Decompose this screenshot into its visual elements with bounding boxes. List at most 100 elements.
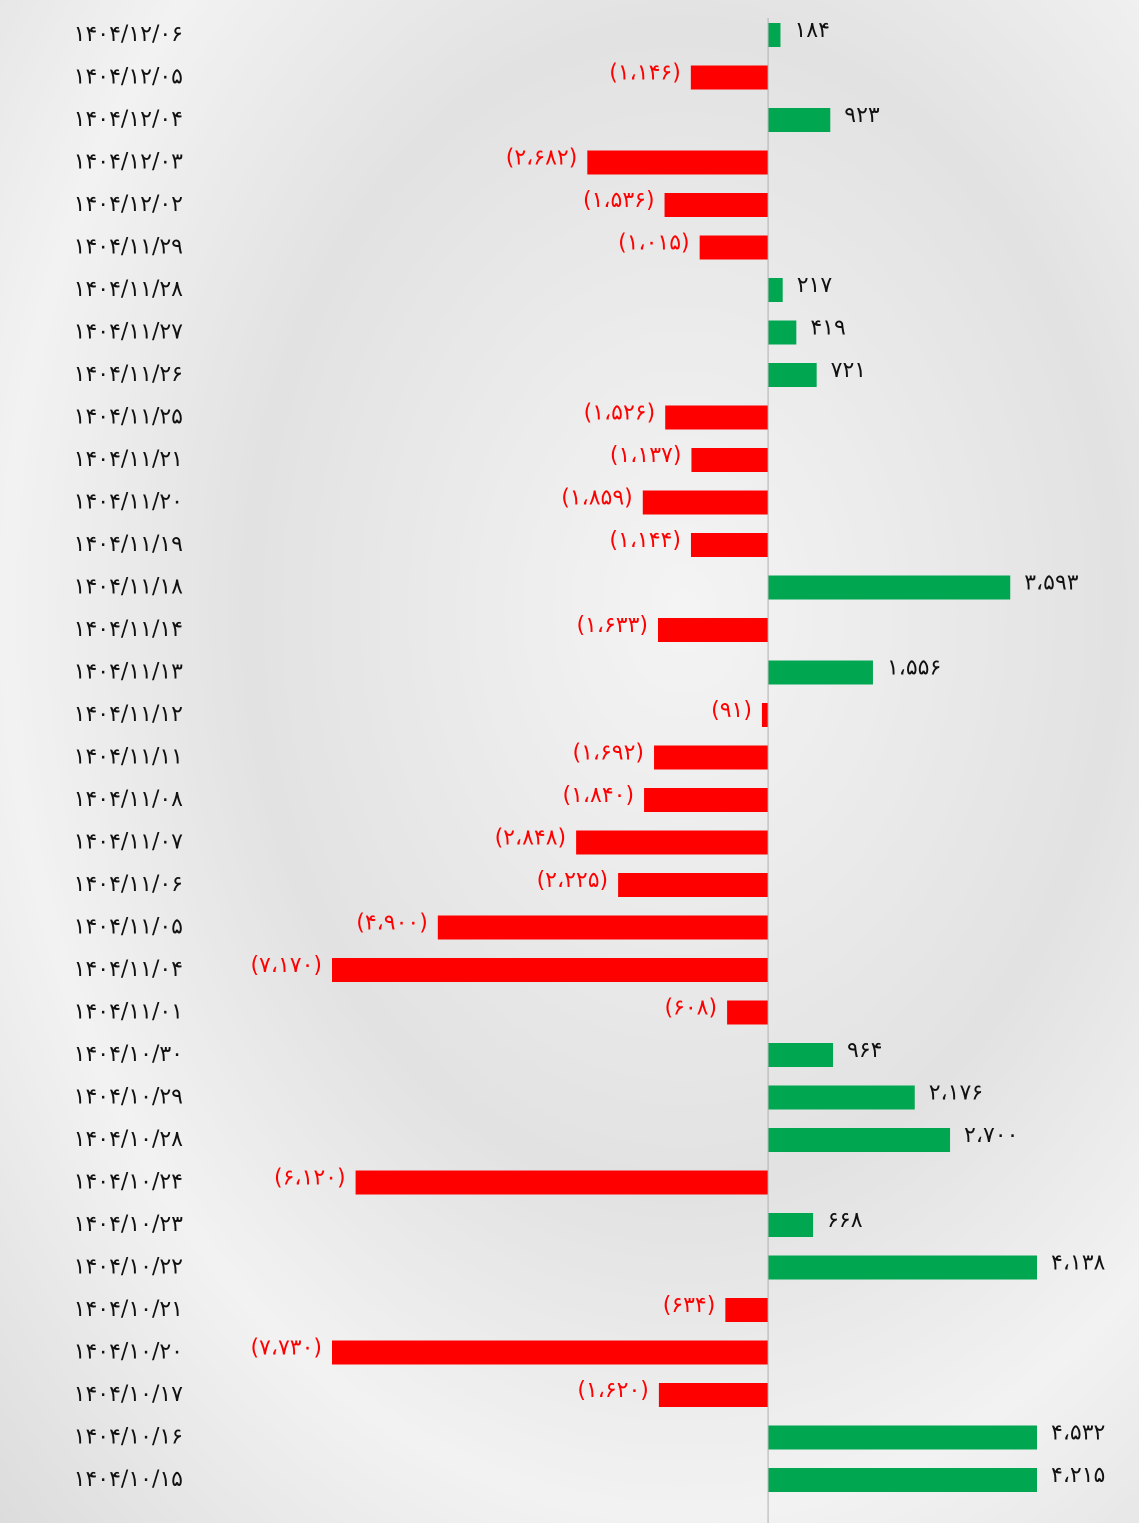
y-tick-label: ۱۴۰۴/۱۰/۲۳ bbox=[74, 1212, 184, 1237]
value-label: ۹۶۴ bbox=[847, 1038, 882, 1063]
page: ۱۴۰۴/۱۲/۰۶ ۱۸۴ ۱۴۰۴/۱۲/۰۵ (۱،۱۴۶) ۱۴۰۴/۱۲/۰۴… bbox=[0, 0, 1139, 1523]
y-tick-label: ۱۴۰۴/۱۰/۲۲ bbox=[74, 1255, 183, 1280]
value-label: ۱۸۴ bbox=[794, 18, 829, 43]
y-tick-label: ۱۴۰۴/۱۱/۱۴ bbox=[74, 617, 183, 642]
value-label: ۹۲۳ bbox=[844, 103, 880, 128]
y-tick-label: ۱۴۰۴/۱۱/۲۷ bbox=[74, 320, 184, 345]
value-label: ۷۲۱ bbox=[831, 358, 866, 383]
value-label: (۱،۱۳۷) bbox=[610, 443, 682, 468]
bar bbox=[725, 1298, 768, 1322]
bar bbox=[659, 1383, 768, 1407]
y-tick-label: ۱۴۰۴/۱۱/۰۷ bbox=[74, 830, 184, 855]
value-label: (۲،۸۴۸) bbox=[495, 826, 567, 851]
bar bbox=[665, 406, 768, 430]
y-tick-label: ۱۴۰۴/۱۲/۰۳ bbox=[74, 150, 184, 175]
y-tick-label: ۱۴۰۴/۱۰/۲۴ bbox=[74, 1170, 183, 1195]
bar bbox=[768, 23, 780, 47]
bar bbox=[768, 1213, 813, 1237]
bar bbox=[768, 1426, 1073, 1450]
y-tick-label: ۱۴۰۴/۱۱/۲۰ bbox=[74, 490, 183, 515]
y-tick-label: ۱۴۰۴/۱۱/۲۵ bbox=[74, 405, 183, 430]
bar bbox=[644, 788, 768, 812]
bar bbox=[768, 661, 873, 685]
bar bbox=[654, 746, 768, 770]
bar bbox=[768, 1043, 833, 1067]
y-tick-label: ۱۴۰۴/۱۱/۱۲ bbox=[74, 702, 183, 727]
y-tick-label: ۱۴۰۴/۱۰/۱۵ bbox=[74, 1467, 183, 1492]
value-label: (۱،۵۲۶) bbox=[584, 401, 656, 426]
y-tick-label: ۱۴۰۴/۱۱/۲۶ bbox=[74, 362, 183, 387]
y-tick-label: ۱۴۰۴/۱۰/۳۰ bbox=[74, 1042, 183, 1067]
value-label: (۱،۸۵۹) bbox=[561, 486, 633, 511]
y-tick-label: ۱۴۰۴/۱۱/۰۱ bbox=[74, 1000, 183, 1025]
bar bbox=[768, 1086, 915, 1110]
bar bbox=[691, 533, 768, 557]
bar bbox=[285, 958, 768, 982]
bar bbox=[768, 1256, 1047, 1280]
value-label: ۴،۵۳۲ bbox=[1051, 1421, 1105, 1446]
bar bbox=[691, 66, 768, 90]
bar bbox=[658, 618, 768, 642]
value-label: ۲،۷۰۰ bbox=[964, 1123, 1018, 1148]
value-label: ۴،۲۱۵ bbox=[1051, 1463, 1105, 1488]
y-tick-label: ۱۴۰۴/۱۱/۰۸ bbox=[74, 787, 184, 812]
value-label: ۲،۱۷۶ bbox=[929, 1081, 983, 1106]
bar bbox=[700, 236, 768, 260]
value-label: ۲۱۷ bbox=[797, 273, 833, 298]
y-tick-label: ۱۴۰۴/۱۱/۲۹ bbox=[74, 235, 183, 260]
y-tick-label: ۱۴۰۴/۱۲/۰۵ bbox=[74, 65, 183, 90]
value-label: ۴،۱۳۸ bbox=[1051, 1251, 1106, 1276]
y-tick-label: ۱۴۰۴/۱۱/۰۴ bbox=[74, 957, 183, 982]
value-label: (۱،۱۴۶) bbox=[609, 61, 681, 86]
value-label: (۱،۵۳۶) bbox=[583, 188, 655, 213]
value-label: (۷،۱۷۰) bbox=[250, 953, 322, 978]
bar bbox=[768, 278, 783, 302]
value-label: (۱،۶۹۲) bbox=[572, 741, 644, 766]
bar bbox=[762, 703, 768, 727]
y-tick-label: ۱۴۰۴/۱۲/۰۴ bbox=[74, 107, 183, 132]
y-tick-label: ۱۴۰۴/۱۰/۲۱ bbox=[74, 1297, 183, 1322]
value-label: (۷،۷۳۰) bbox=[250, 1336, 322, 1361]
value-label: (۶۰۸) bbox=[664, 996, 717, 1021]
chart: ۱۴۰۴/۱۲/۰۶ ۱۸۴ ۱۴۰۴/۱۲/۰۵ (۱،۱۴۶) ۱۴۰۴/۱۲/۰۴… bbox=[0, 0, 1139, 1523]
value-label: (۴،۹۰۰) bbox=[356, 911, 428, 936]
bar bbox=[727, 1001, 768, 1025]
y-tick-label: ۱۴۰۴/۱۰/۲۰ bbox=[74, 1340, 183, 1365]
value-label: ۶۶۸ bbox=[827, 1208, 863, 1233]
y-tick-label: ۱۴۰۴/۱۱/۲۸ bbox=[74, 277, 184, 302]
bar bbox=[643, 491, 768, 515]
value-label: ۴۱۹ bbox=[810, 316, 845, 341]
value-label: (۱،۸۴۰) bbox=[563, 783, 635, 808]
bar bbox=[768, 1128, 950, 1152]
value-label: (۲،۲۲۵) bbox=[537, 868, 609, 893]
y-tick-label: ۱۴۰۴/۱۱/۱۸ bbox=[74, 575, 184, 600]
value-label: ۱،۵۵۶ bbox=[887, 656, 941, 681]
bar bbox=[768, 1468, 1052, 1492]
bar bbox=[438, 916, 768, 940]
y-tick-label: ۱۴۰۴/۱۱/۱۳ bbox=[74, 660, 184, 685]
bar bbox=[576, 831, 768, 855]
y-tick-label: ۱۴۰۴/۱۱/۰۶ bbox=[74, 872, 183, 897]
value-label: (۱،۱۴۴) bbox=[609, 528, 681, 553]
bar bbox=[768, 321, 796, 345]
y-tick-label: ۱۴۰۴/۱۱/۰۵ bbox=[74, 915, 183, 940]
value-label: (۱،۶۲۰) bbox=[577, 1378, 649, 1403]
value-label: (۱،۶۳۳) bbox=[576, 613, 648, 638]
y-tick-label: ۱۴۰۴/۱۲/۰۶ bbox=[74, 22, 183, 47]
bar bbox=[768, 363, 817, 387]
bar bbox=[768, 108, 830, 132]
y-tick-label: ۱۴۰۴/۱۰/۱۷ bbox=[74, 1382, 184, 1407]
bar bbox=[587, 151, 768, 175]
value-label: (۲،۶۸۲) bbox=[506, 146, 578, 171]
y-tick-label: ۱۴۰۴/۱۰/۲۸ bbox=[74, 1127, 184, 1152]
y-tick-label: ۱۴۰۴/۱۱/۲۱ bbox=[74, 447, 183, 472]
value-label: (۹۱) bbox=[711, 698, 752, 723]
bar bbox=[356, 1171, 768, 1195]
value-label: ۳،۵۹۳ bbox=[1024, 571, 1079, 596]
value-label: (۶۳۴) bbox=[663, 1293, 716, 1318]
bar bbox=[691, 448, 768, 472]
bar bbox=[665, 193, 769, 217]
value-label: (۱،۰۱۵) bbox=[618, 231, 690, 256]
y-tick-label: ۱۴۰۴/۱۰/۲۹ bbox=[74, 1085, 183, 1110]
y-tick-label: ۱۴۰۴/۱۱/۱۱ bbox=[74, 745, 183, 770]
